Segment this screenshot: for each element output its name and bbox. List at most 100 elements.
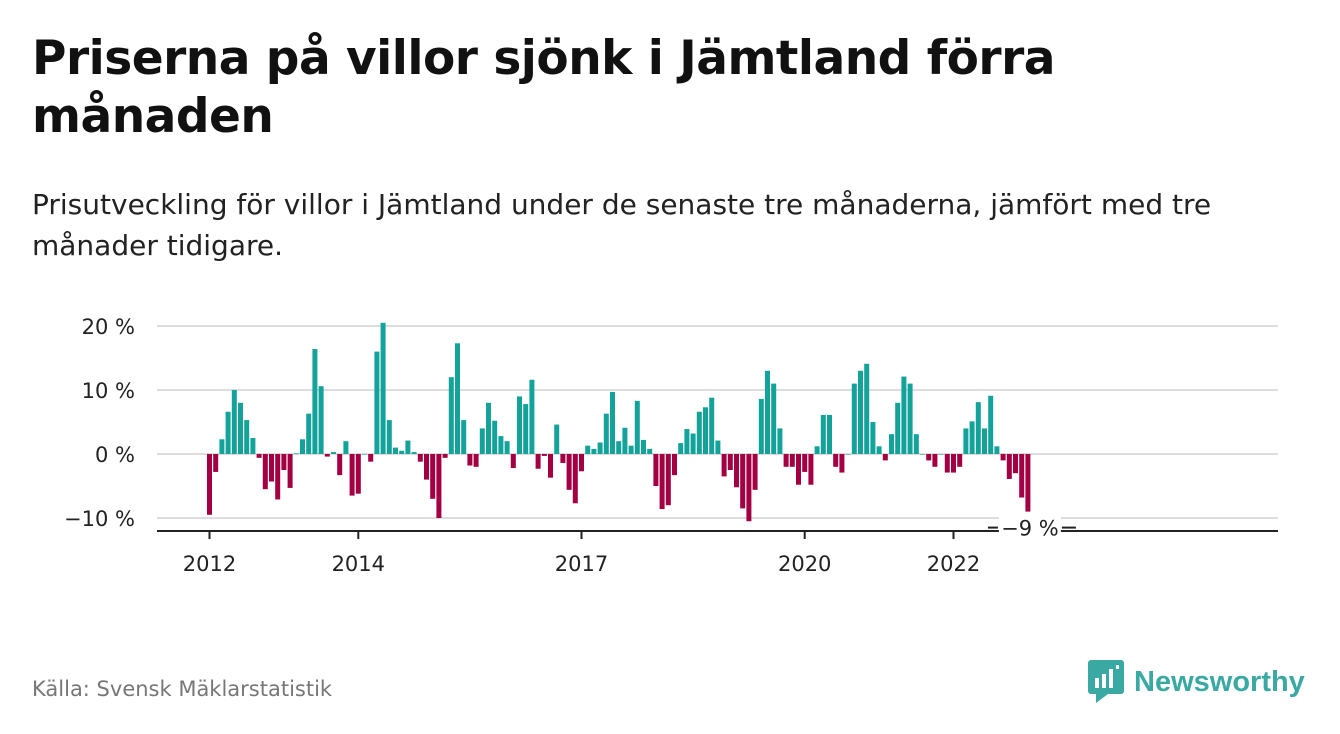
bar — [653, 454, 659, 486]
chart-subtitle: Prisutveckling för villor i Jämtland und… — [32, 188, 1212, 262]
bar — [988, 395, 994, 454]
bar — [603, 413, 609, 454]
bar — [455, 343, 460, 454]
bar — [758, 398, 764, 454]
bar — [486, 402, 491, 454]
bar — [293, 453, 299, 454]
bar — [938, 454, 944, 455]
bar — [827, 414, 832, 454]
bar — [504, 441, 510, 454]
bar — [870, 422, 876, 454]
bar — [808, 454, 814, 485]
bar — [231, 390, 237, 454]
bar — [1000, 454, 1006, 461]
bar — [740, 454, 746, 509]
bar — [628, 445, 634, 454]
x-axis — [157, 530, 1278, 539]
bar — [889, 434, 894, 454]
bar — [926, 454, 932, 461]
y-tick-label: 20 % — [82, 315, 135, 339]
bar — [399, 450, 405, 454]
bar — [393, 447, 398, 454]
bar — [709, 397, 715, 454]
bar — [703, 407, 708, 454]
bar — [331, 452, 336, 454]
bar — [951, 454, 956, 473]
bar — [665, 454, 671, 506]
bar — [417, 454, 423, 462]
bar — [436, 454, 442, 518]
bar — [442, 454, 448, 458]
y-tick-label: −10 % — [64, 507, 135, 531]
bar — [207, 454, 212, 515]
bar — [560, 454, 566, 463]
bar — [975, 402, 981, 454]
bar — [368, 454, 374, 462]
bar — [696, 411, 702, 454]
bar — [610, 391, 615, 454]
bar — [820, 414, 826, 454]
bar — [876, 446, 882, 454]
bar — [864, 363, 870, 454]
bar — [262, 454, 268, 490]
bar — [684, 429, 690, 454]
bar — [963, 428, 969, 454]
bar — [901, 376, 907, 454]
bar — [752, 454, 758, 490]
bar — [430, 454, 436, 499]
bar — [281, 454, 287, 470]
bar — [858, 370, 863, 454]
bar — [411, 452, 417, 454]
bar — [300, 439, 305, 454]
bar — [721, 454, 727, 477]
bar — [517, 396, 522, 454]
bar — [374, 351, 380, 454]
bar — [634, 400, 640, 454]
bar — [734, 454, 739, 488]
bar — [225, 411, 231, 454]
bar — [306, 413, 312, 454]
bar — [597, 442, 603, 454]
bar — [715, 440, 721, 454]
bar — [579, 454, 584, 472]
bar — [510, 454, 516, 469]
bar — [535, 454, 541, 469]
bar — [548, 454, 553, 478]
bar — [523, 404, 529, 454]
bar — [678, 443, 684, 454]
end-label-background — [998, 513, 1061, 542]
bar — [250, 438, 256, 454]
bar — [219, 439, 225, 454]
bar — [641, 439, 646, 454]
bar — [895, 402, 901, 454]
y-tick-label: 10 % — [82, 379, 135, 403]
source-note: Källa: Svensk Mäklarstatistik — [32, 677, 333, 701]
bar — [244, 420, 250, 454]
bar — [324, 454, 330, 457]
bar — [920, 454, 925, 455]
bar — [405, 440, 411, 454]
bar — [814, 446, 820, 454]
bar — [727, 454, 733, 470]
x-tick-label: 2020 — [778, 552, 831, 576]
bar — [287, 454, 293, 488]
bar — [907, 383, 913, 454]
bar — [498, 436, 504, 454]
bar — [473, 454, 479, 467]
bar — [1006, 454, 1012, 479]
bar — [256, 454, 262, 458]
bar — [467, 454, 473, 466]
bar — [690, 433, 696, 454]
bar — [771, 383, 777, 454]
bar — [796, 454, 801, 485]
bar — [318, 386, 324, 454]
bar — [343, 441, 349, 454]
bar — [833, 454, 839, 467]
bar — [944, 454, 950, 473]
bar — [659, 454, 665, 510]
bar — [566, 454, 572, 490]
bar — [1025, 454, 1031, 512]
bar — [783, 454, 789, 467]
bar — [238, 402, 243, 454]
bar — [529, 379, 535, 454]
